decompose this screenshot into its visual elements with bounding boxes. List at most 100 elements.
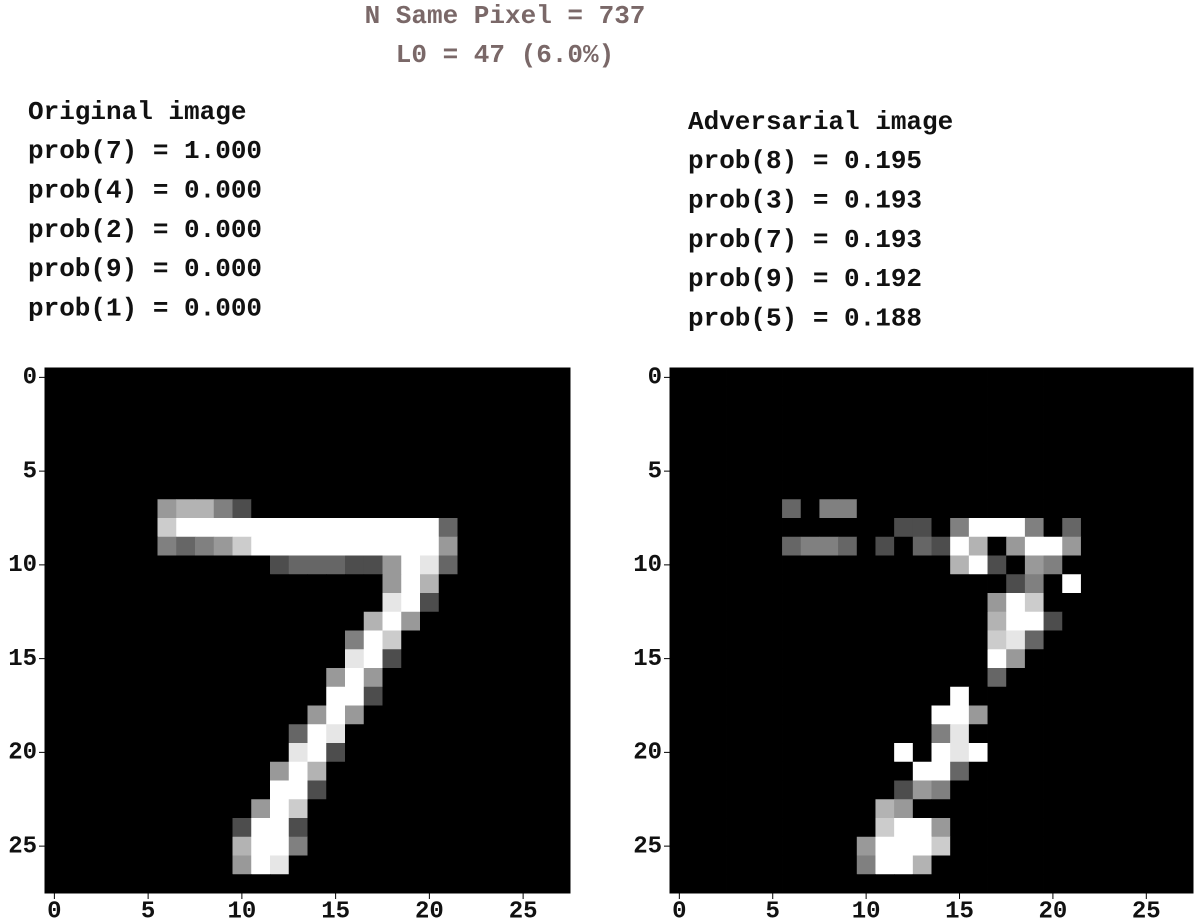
pixel [968, 874, 988, 894]
pixel [987, 668, 1007, 688]
pixel [532, 799, 552, 819]
pixel [894, 649, 914, 669]
pixel [438, 780, 458, 800]
pixel [176, 780, 196, 800]
pixel [157, 461, 177, 481]
pixel [157, 536, 177, 556]
pixel [875, 499, 895, 519]
pixel [875, 799, 895, 819]
pixel [707, 630, 727, 650]
pixel [875, 743, 895, 763]
pixel [726, 443, 746, 463]
pixel [670, 668, 690, 688]
pixel [670, 499, 690, 519]
pixel [875, 611, 895, 631]
pixel [326, 836, 346, 856]
pixel [1080, 574, 1101, 594]
pixel [138, 874, 158, 894]
pixel [987, 405, 1007, 425]
pixel [782, 743, 802, 763]
pixel [232, 855, 252, 875]
pixel [707, 405, 727, 425]
pixel [1080, 555, 1101, 575]
pixel [800, 536, 820, 556]
pixel [782, 649, 802, 669]
pixel [101, 518, 121, 538]
pixel [476, 799, 496, 819]
pixel [288, 424, 308, 444]
pixel [1118, 555, 1138, 575]
pixel [707, 368, 727, 388]
pixel [1174, 443, 1194, 463]
pixel [251, 668, 271, 688]
pixel [1136, 443, 1157, 463]
pixel [232, 611, 252, 631]
panel-title: Adversarial image [688, 107, 953, 137]
pixel [763, 424, 783, 444]
pixel [138, 780, 158, 800]
probability-label: prob(3) = 0.193 [688, 185, 922, 215]
pixel [1024, 499, 1044, 519]
pixel [157, 799, 177, 819]
pixel [987, 480, 1007, 500]
pixel [987, 611, 1007, 631]
pixel [1043, 761, 1063, 781]
pixel [120, 480, 140, 500]
pixel [819, 555, 839, 575]
pixel [875, 386, 895, 406]
pixel [856, 686, 876, 706]
pixel [819, 499, 839, 519]
pixel [856, 536, 876, 556]
axes-frame [669, 367, 1194, 894]
pixel [213, 761, 233, 781]
pixel [270, 874, 290, 894]
pixel [968, 799, 988, 819]
pixel [476, 368, 496, 388]
pixel [1099, 593, 1119, 613]
pixel [176, 855, 196, 875]
pixel [157, 499, 177, 519]
pixel [476, 705, 496, 725]
pixel [1062, 743, 1082, 763]
pixel [232, 799, 252, 819]
pixel [800, 743, 820, 763]
pixel [912, 855, 932, 875]
pixel [101, 611, 121, 631]
pixel [1080, 724, 1101, 744]
pixel [1118, 386, 1138, 406]
pixel [912, 424, 932, 444]
pixel [251, 780, 271, 800]
pixel [763, 386, 783, 406]
pixel [101, 368, 121, 388]
pixel [670, 724, 690, 744]
pixel [345, 724, 365, 744]
pixel [875, 424, 895, 444]
pixel [763, 649, 783, 669]
pixel [707, 518, 727, 538]
pixel [968, 855, 988, 875]
pixel [457, 668, 477, 688]
pixel [513, 386, 533, 406]
pixel [1006, 405, 1026, 425]
pixel [931, 780, 951, 800]
pixel [232, 405, 252, 425]
pixel [856, 499, 876, 519]
pixel [345, 705, 365, 725]
pixel [1174, 836, 1194, 856]
pixel [950, 743, 970, 763]
pixel [1062, 386, 1082, 406]
pixel [288, 724, 308, 744]
pixel [1080, 593, 1101, 613]
pixel [532, 386, 552, 406]
pixel [270, 724, 290, 744]
pixel [912, 780, 932, 800]
pixel [138, 555, 158, 575]
pixel [63, 405, 83, 425]
pixel [838, 743, 858, 763]
pixel [401, 799, 421, 819]
pixel [782, 386, 802, 406]
pixel [101, 593, 121, 613]
pixel [726, 424, 746, 444]
pixel [551, 536, 571, 556]
pixel [1024, 386, 1044, 406]
